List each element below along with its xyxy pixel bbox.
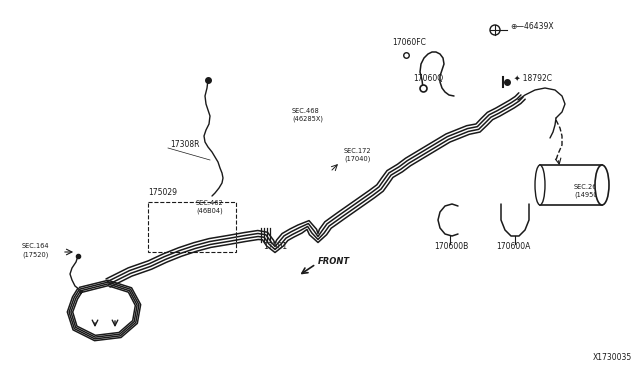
Text: SEC.263: SEC.263 — [574, 184, 602, 190]
Text: SEC.172: SEC.172 — [344, 148, 372, 154]
Text: (14950): (14950) — [574, 192, 600, 199]
Text: SEC.164: SEC.164 — [22, 243, 50, 249]
Text: 170600A: 170600A — [496, 242, 531, 251]
Bar — [148, 202, 236, 252]
Text: SEC.462: SEC.462 — [196, 200, 224, 206]
Text: 17308R: 17308R — [170, 140, 200, 149]
Text: FRONT: FRONT — [318, 257, 350, 266]
Bar — [540, 165, 602, 205]
Text: SEC.468: SEC.468 — [292, 108, 320, 114]
Text: (17040): (17040) — [344, 156, 371, 163]
Text: (46285X): (46285X) — [292, 116, 323, 122]
Text: ⊕—46439X: ⊕—46439X — [510, 22, 554, 31]
Text: X1730035: X1730035 — [593, 353, 632, 362]
Text: 17060FC: 17060FC — [392, 38, 426, 47]
Text: 17501: 17501 — [263, 242, 287, 251]
Text: 175029: 175029 — [148, 188, 177, 197]
Text: (17520): (17520) — [22, 251, 49, 257]
Text: 170600B: 170600B — [434, 242, 468, 251]
Ellipse shape — [535, 165, 545, 205]
Text: ✦ 18792C: ✦ 18792C — [514, 74, 552, 83]
Text: 17060Q: 17060Q — [413, 74, 443, 83]
Ellipse shape — [595, 165, 609, 205]
Text: (46B04): (46B04) — [196, 208, 223, 215]
